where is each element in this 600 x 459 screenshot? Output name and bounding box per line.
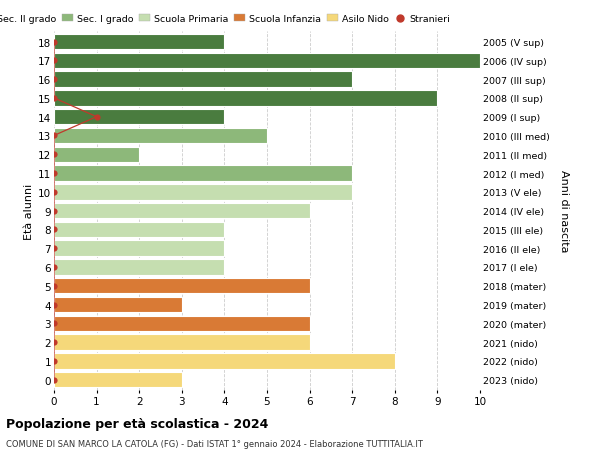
Point (49, 39, 59, 46)
Bar (54, 241, 224, 256)
Bar (54, 110, 224, 125)
Text: COMUNE DI SAN MARCO LA CATOLA (FG) - Dati ISTAT 1° gennaio 2024 - Elaborazione T: COMUNE DI SAN MARCO LA CATOLA (FG) - Dat… (6, 439, 423, 448)
Legend: Sec. II grado, Sec. I grado, Scuola Primaria, Scuola Infanzia, Asilo Nido, Stran: Sec. II grado, Sec. I grado, Scuola Prim… (0, 15, 450, 24)
Y-axis label: Età alunni: Età alunni (24, 183, 34, 239)
Bar (54, 372, 182, 387)
Point (49, 264, 59, 271)
Point (49, 57, 59, 65)
Point (49, 358, 59, 365)
Bar (54, 203, 310, 219)
Bar (54, 147, 139, 162)
Point (49, 133, 59, 140)
Bar (54, 35, 224, 50)
Bar (54, 335, 310, 350)
Bar (54, 222, 224, 238)
Bar (54, 279, 310, 294)
Bar (54, 260, 224, 275)
Point (92, 114, 101, 121)
Bar (54, 72, 352, 88)
Point (49, 282, 59, 290)
Point (49, 245, 59, 252)
Y-axis label: Anni di nascita: Anni di nascita (559, 170, 569, 252)
Text: Popolazione per età scolastica - 2024: Popolazione per età scolastica - 2024 (6, 417, 268, 430)
Bar (54, 91, 437, 106)
Bar (54, 353, 395, 369)
Bar (54, 54, 480, 69)
Point (49, 301, 59, 308)
Point (49, 376, 59, 384)
Point (49, 189, 59, 196)
Bar (54, 129, 267, 144)
Point (49, 207, 59, 215)
Point (49, 170, 59, 177)
Point (49, 320, 59, 327)
Point (49, 76, 59, 84)
Bar (54, 297, 182, 313)
Point (49, 95, 59, 102)
Bar (54, 316, 310, 331)
Bar (54, 185, 352, 200)
Point (49, 226, 59, 234)
Bar (54, 166, 352, 181)
Point (49, 151, 59, 158)
Point (49, 339, 59, 346)
